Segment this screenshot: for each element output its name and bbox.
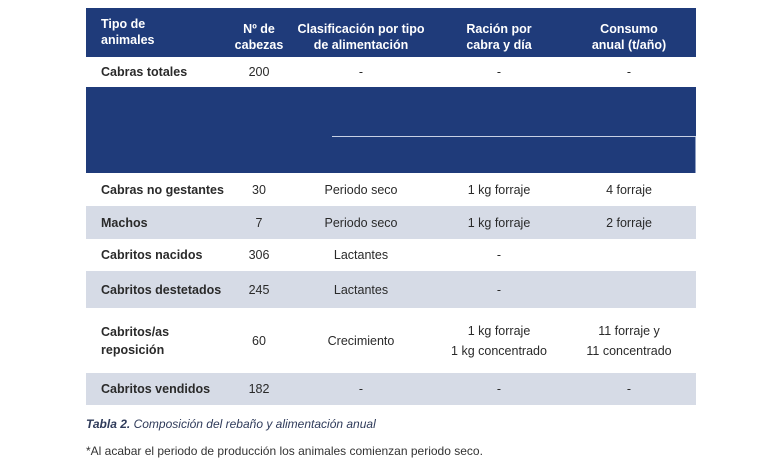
table-row-band (86, 87, 696, 173)
header-cabezas-line2: cabezas (234, 37, 284, 52)
cell-consumo-line1: 11 forraje y (598, 323, 660, 338)
cell-cabezas: 245 (248, 282, 270, 297)
cell-tipo: Cabras no gestantes (101, 182, 224, 197)
header-consumo-line2: anual (t/año) (591, 37, 667, 52)
header-racion-line1: Ración por (466, 21, 532, 36)
header-tipo-line2: animales (101, 33, 155, 47)
cell-racion: - (496, 382, 502, 396)
header-cabezas-line1: Nº de (243, 21, 275, 36)
header-clasificacion-line2: de alimentación (313, 37, 409, 52)
table-row: Machos 7 Periodo seco 1 kg forraje 2 for… (86, 206, 696, 239)
cell-clasificacion: Lactantes (333, 248, 389, 262)
cell-consumo: - (626, 65, 632, 79)
cell-consumo-line2: 11 concentrado (586, 343, 672, 358)
cell-consumo: 11 forraje y 11 concentrado (562, 308, 696, 373)
cell-tipo: Cabritos/as reposición (86, 308, 232, 373)
cell-cabezas: 7 (255, 215, 263, 230)
cell-cabezas: 182 (248, 382, 270, 396)
cell-clasificacion: Periodo seco (324, 182, 398, 197)
cell-racion: - (496, 65, 502, 79)
cell-tipo: Cabritos nacidos (101, 248, 203, 262)
cell-clasificacion: Lactantes (333, 282, 389, 297)
band-divider (332, 136, 696, 137)
header-racion: Ración por cabra y día (436, 8, 562, 57)
cell-racion-line1: 1 kg forraje (467, 323, 531, 338)
band-vertical-divider (695, 137, 696, 173)
cell-clasificacion: - (358, 65, 364, 79)
table-row: Cabritos/as reposición 60 Crecimiento 1 … (86, 308, 696, 373)
cell-consumo: 2 forraje (606, 215, 652, 230)
cell-clasificacion: Crecimiento (327, 333, 395, 348)
table-row: Cabritos destetados 245 Lactantes - (86, 271, 696, 308)
header-racion-line2: cabra y día (466, 37, 532, 52)
cell-racion: - (496, 248, 502, 262)
footnote: *Al acabar el periodo de producción los … (86, 444, 483, 458)
cell-consumo: - (626, 382, 632, 396)
cell-tipo: Cabritos vendidos (101, 382, 211, 396)
caption-text: Composición del rebaño y alimentación an… (133, 417, 376, 431)
table-row: Cabras no gestantes 30 Periodo seco 1 kg… (86, 173, 696, 206)
table-row: Cabritos nacidos 306 Lactantes - (86, 239, 696, 271)
header-cabezas: Nº de cabezas (232, 8, 286, 57)
cell-racion: 1 kg forraje (467, 215, 531, 230)
header-clasificacion-line1: Clasificación por tipo (297, 21, 425, 36)
cell-clasificacion: - (358, 382, 364, 396)
cell-tipo: Machos (101, 215, 148, 230)
cell-tipo: Cabras totales (101, 65, 188, 79)
cell-racion: 1 kg forraje (467, 182, 531, 197)
header-tipo-line1: Tipo de (101, 17, 146, 31)
cell-cabezas: 200 (248, 65, 270, 79)
cell-racion: - (496, 282, 502, 297)
cell-consumo: 4 forraje (606, 182, 652, 197)
table-caption: Tabla 2. Composición del rebaño y alimen… (86, 417, 376, 431)
header-clasificacion: Clasificación por tipo de alimentación (286, 8, 436, 57)
cell-tipo-line2: reposición (101, 342, 165, 357)
cell-cabezas: 306 (248, 248, 270, 262)
table-row: Cabritos vendidos 182 - - - (86, 373, 696, 405)
cell-tipo-line1: Cabritos/as (101, 324, 170, 339)
header-tipo: Tipo de animales (86, 8, 232, 57)
cell-cabezas: 60 (252, 333, 266, 348)
cell-racion-line2: 1 kg concentrado (451, 343, 547, 358)
cell-racion: 1 kg forraje 1 kg concentrado (436, 308, 562, 373)
caption-label: Tabla 2. (86, 417, 131, 431)
cell-tipo: Cabritos destetados (101, 282, 222, 297)
cell-cabezas: 30 (252, 182, 266, 197)
table-row: Cabras totales 200 - - - (86, 57, 696, 87)
cell-clasificacion: Periodo seco (324, 215, 398, 230)
cell-consumo (562, 271, 696, 308)
header-consumo: Consumo anual (t/año) (562, 8, 696, 57)
table-header: Tipo de animales Nº de cabezas Clasifica… (86, 8, 696, 57)
cell-consumo (562, 239, 696, 271)
header-consumo-line1: Consumo (600, 21, 658, 36)
